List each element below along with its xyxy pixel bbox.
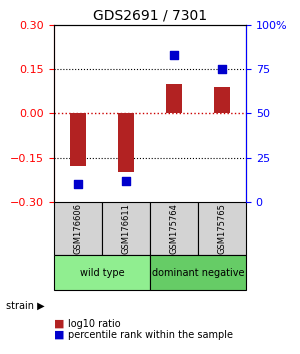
Text: GSM176611: GSM176611 [122,203,130,254]
Point [124,178,128,183]
FancyBboxPatch shape [102,202,150,255]
Bar [70,113,86,166]
Bar [214,87,230,113]
Text: log10 ratio: log10 ratio [68,319,120,329]
Title: GDS2691 / 7301: GDS2691 / 7301 [93,8,207,22]
Point [172,52,176,58]
Text: dominant negative: dominant negative [152,268,244,278]
Text: GSM175764: GSM175764 [169,203,178,254]
Point [220,66,224,72]
FancyBboxPatch shape [54,202,102,255]
Bar [166,84,182,113]
FancyBboxPatch shape [150,202,198,255]
Text: percentile rank within the sample: percentile rank within the sample [68,330,232,339]
FancyBboxPatch shape [198,202,246,255]
Text: GSM176606: GSM176606 [74,203,82,254]
Text: ■: ■ [54,319,64,329]
Text: ■: ■ [54,330,64,339]
Point [76,181,80,187]
Text: GSM175765: GSM175765 [218,203,226,254]
Text: wild type: wild type [80,268,124,278]
FancyBboxPatch shape [54,255,150,290]
Bar [118,113,134,172]
FancyBboxPatch shape [150,255,246,290]
Text: strain ▶: strain ▶ [6,301,45,311]
